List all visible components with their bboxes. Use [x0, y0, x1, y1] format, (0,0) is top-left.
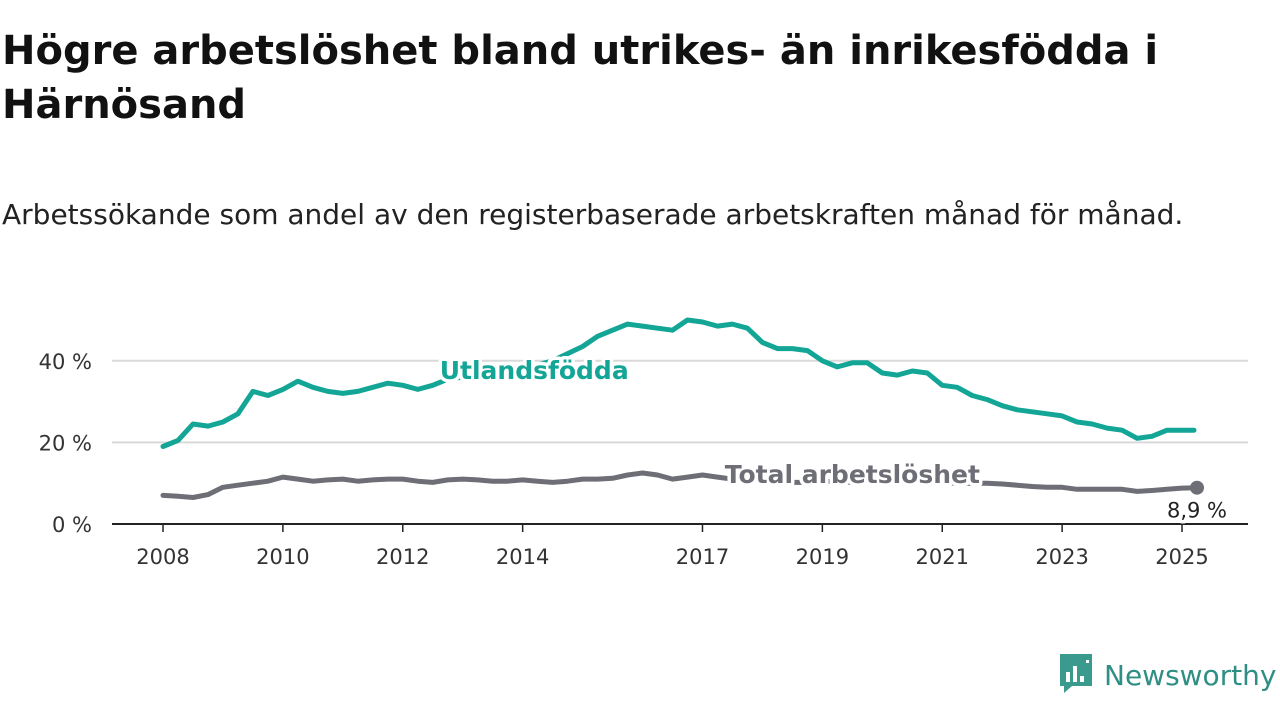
- x-tick-label: 2021: [916, 545, 969, 569]
- y-tick-label: 0 %: [52, 513, 92, 537]
- y-tick-label: 20 %: [39, 431, 92, 455]
- series-line-utlandsfodda: [160, 317, 1197, 449]
- end-value-label: 8,9 %: [1167, 499, 1227, 523]
- chart-subtitle: Arbetssökande som andel av den registerb…: [2, 198, 1184, 231]
- x-tick-label: 2014: [496, 545, 549, 569]
- x-tick-label: 2012: [376, 545, 429, 569]
- series-label-total: Total arbetslöshet: [725, 460, 980, 489]
- brand-name: Newsworthy: [1104, 658, 1277, 692]
- series-labels: Utlandsfödda Total arbetslöshet 8,9 %: [436, 353, 1230, 527]
- x-tick-label: 2023: [1035, 545, 1088, 569]
- x-tick-label: 2019: [796, 545, 849, 569]
- x-tick-label: 2008: [136, 545, 189, 569]
- x-tick-label: 2025: [1155, 545, 1208, 569]
- x-tick-label: 2010: [256, 545, 309, 569]
- series-lines: [160, 317, 1204, 500]
- chart-title: Högre arbetslöshet bland utrikes- än inr…: [2, 28, 1159, 128]
- newsworthy-logo[interactable]: Newsworthy: [1058, 654, 1277, 696]
- series-label-utlandsfodda: Utlandsfödda: [440, 356, 629, 385]
- y-axis-tick-labels: 0 % 20 % 40 %: [39, 350, 92, 537]
- end-point-marker: [1190, 480, 1204, 495]
- y-tick-label: 40 %: [39, 350, 92, 374]
- series-line-total: [160, 470, 1200, 500]
- x-axis-tick-labels: 2008 2010 2012 2014 2017 2019 2021 2023 2025: [136, 524, 1209, 569]
- newsworthy-logo-icon: [1058, 652, 1094, 698]
- gridlines: [112, 359, 1248, 444]
- x-tick-label: 2017: [676, 545, 729, 569]
